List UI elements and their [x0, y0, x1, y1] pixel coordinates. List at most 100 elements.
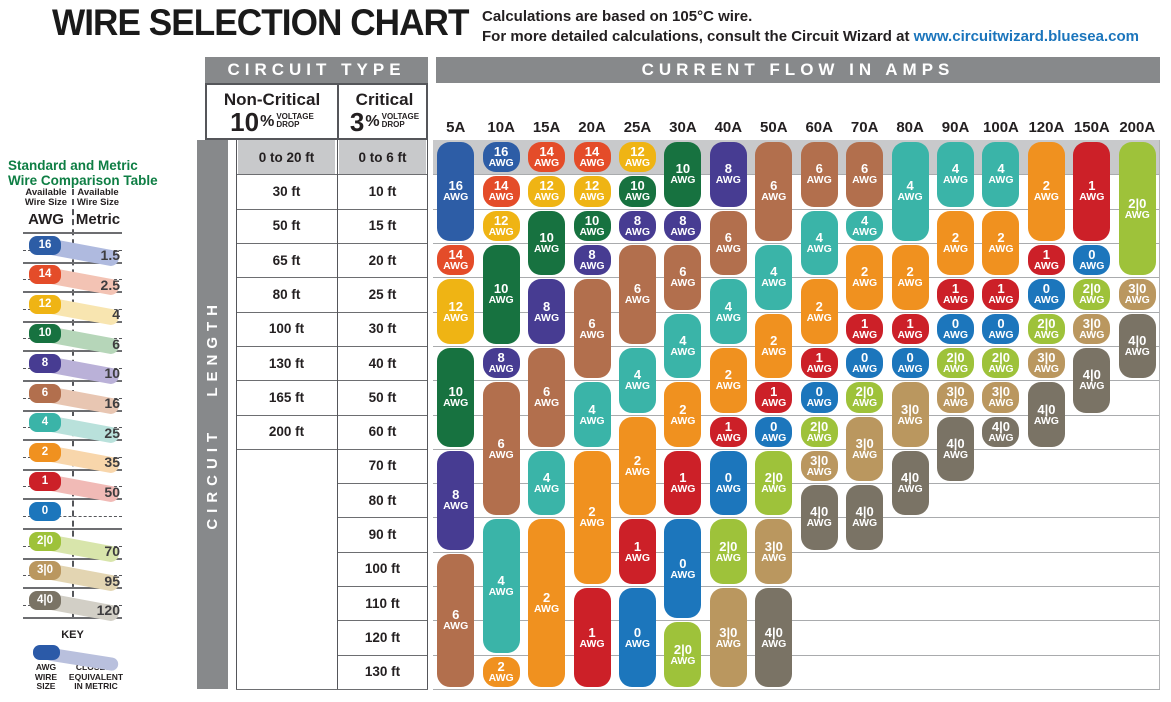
pill-awg-unit: AWG: [988, 363, 1014, 376]
pill-gauge: 0: [770, 418, 778, 434]
pill-gauge: 10: [448, 384, 463, 400]
pill-gauge: 0: [1088, 247, 1096, 263]
pill-gauge: 2|0: [673, 641, 692, 657]
wire-pill-80A-0awg: 0 AWG: [891, 347, 929, 379]
pill-gauge: 10: [493, 281, 509, 297]
pill-awg-unit: AWG: [942, 328, 969, 341]
comparison-awg-pill-200: 2|0: [29, 531, 61, 551]
wire-gauge-grid: 16 AWG 14 AWG 12 AWG 10 AWG 8 AWG 6 AWG 16 AWG 14 AWG 12…: [433, 140, 1160, 690]
pill-gauge: 0: [861, 350, 869, 366]
voltage-drop-caption: VOLTAGE DROP: [381, 112, 420, 129]
pill-awg-unit: AWG: [761, 397, 787, 410]
length-noncritical: 165 ft: [268, 389, 305, 405]
pill-gauge: 2: [906, 264, 914, 280]
pill-gauge: 12: [448, 298, 463, 314]
pill-awg-unit: AWG: [806, 174, 832, 187]
wire-pill-25A-4awg: 4 AWG: [618, 347, 656, 413]
comparison-row-line: [23, 468, 122, 471]
pill-awg-unit: AWG: [488, 671, 514, 684]
critical-label: Critical: [355, 90, 414, 109]
pill-awg-unit: AWG: [443, 260, 469, 273]
pill-awg-unit: AWG: [670, 654, 696, 667]
pill-gauge: 4: [951, 161, 960, 177]
pill-gauge: 0: [633, 624, 642, 640]
length-critical: 30 ft: [368, 321, 397, 337]
wire-pill-90A-1awg: 1 AWG: [937, 279, 975, 310]
subtitle: Calculations are based on 105°C wire. Fo…: [482, 7, 1139, 47]
pill-gauge: 4: [679, 332, 687, 348]
amp-grid-line: [433, 208, 1160, 210]
wire-pill-50A-4awg: 4 AWG: [755, 244, 793, 310]
pill-gauge: 1: [1088, 178, 1096, 194]
comparison-awg-pill-14: 14: [29, 265, 61, 285]
pill-gauge: 4|0: [991, 418, 1011, 434]
length-noncritical: 65 ft: [272, 252, 301, 268]
pill-awg-unit: AWG: [670, 174, 696, 187]
pill-awg-unit: AWG: [624, 157, 651, 170]
pill-awg-unit: AWG: [1124, 294, 1150, 307]
pill-gauge: 4: [815, 229, 823, 245]
wire-pill-15A-4awg: 4 AWG: [528, 450, 566, 516]
amp-label-30A: 30A: [669, 119, 697, 136]
pill-gauge: 1: [724, 418, 732, 434]
wire-pill-20A-1awg: 1 AWG: [573, 588, 611, 687]
length-critical: 80 ft: [368, 492, 397, 508]
comparison-awg-pill-10: 10: [29, 324, 61, 344]
length-grid-line: [236, 414, 428, 416]
pill-awg-unit: AWG: [852, 328, 878, 341]
length-grid-right-border: [427, 140, 428, 689]
comparison-row-dashed-line: [23, 515, 122, 517]
pill-gauge: 6: [770, 178, 778, 194]
length-grid-line: [337, 483, 428, 485]
wire-pill-40A-200awg: 2|0 AWG: [709, 519, 747, 585]
pill-gauge: 2: [724, 367, 732, 383]
wire-pill-40A-4awg: 4 AWG: [709, 279, 747, 344]
non-critical-percent: 10: [230, 107, 260, 137]
key-awg-caption: AWG WIRE SIZE: [34, 662, 58, 691]
pill-awg-unit: AWG: [579, 328, 605, 341]
amp-label-50A: 50A: [760, 119, 788, 136]
pill-gauge: 0: [906, 350, 914, 366]
current-flow-header: CURRENT FLOW IN AMPS: [436, 57, 1160, 83]
wire-pill-10A-14awg: 14 AWG: [482, 176, 520, 207]
pill-awg-unit: AWG: [1079, 191, 1105, 204]
circuit-length-grid: 0 to 20 ft 0 to 6 ft 30 ft 10 ft 50 ft 15 ft 6…: [236, 140, 428, 690]
wire-pill-150A-400awg: 4|0 AWG: [1073, 347, 1111, 413]
pill-awg-unit: AWG: [715, 311, 741, 324]
wire-pill-80A-1awg: 1 AWG: [891, 313, 929, 344]
pill-awg-unit: AWG: [806, 311, 832, 324]
wire-pill-25A-10awg: 10 AWG: [618, 176, 656, 207]
comparison-row-line: [23, 380, 122, 382]
pill-awg-unit: AWG: [670, 345, 696, 358]
comparison-awg-pill-8: 8: [29, 353, 61, 373]
comparison-row-line: [23, 557, 122, 560]
wire-pill-80A-2awg: 2 AWG: [891, 244, 929, 310]
pill-awg-unit: AWG: [715, 242, 741, 255]
circuit-wizard-link[interactable]: www.circuitwizard.bluesea.com: [913, 28, 1139, 45]
comparison-awg-pill-16: 16: [29, 235, 61, 255]
pill-gauge: 4: [497, 573, 505, 589]
amp-column-10A: 16 AWG 14 AWG 12 AWG 10 AWG 8 AWG 6 AWG 4 AWG 2 AWG: [478, 140, 523, 689]
wire-pill-20A-8awg: 8 AWG: [573, 244, 611, 276]
length-grid-left-border: [236, 140, 237, 689]
pill-gauge: 0: [1042, 281, 1051, 297]
pill-awg-unit: AWG: [806, 363, 832, 376]
length-critical: 120 ft: [364, 630, 401, 646]
length-grid-line: [236, 689, 428, 690]
pill-gauge: 4: [542, 470, 551, 486]
comparison-row-line: [23, 261, 122, 264]
pill-gauge: 2|0: [855, 384, 874, 400]
circuit-type-box: Non-Critical 10 % VOLTAGE DROP Critical …: [205, 83, 428, 140]
comparison-metric-value: 2.5: [100, 276, 120, 293]
pill-awg-unit: AWG: [488, 586, 514, 599]
pill-awg-unit: AWG: [579, 191, 605, 204]
pill-awg-unit: AWG: [988, 397, 1014, 410]
length-noncritical: 0 to 20 ft: [258, 149, 315, 165]
pill-gauge: 1: [633, 538, 642, 554]
pill-awg-unit: AWG: [488, 157, 514, 170]
pill-gauge: 0: [679, 555, 687, 571]
pill-gauge: 6: [724, 229, 732, 245]
wire-pill-50A-1awg: 1 AWG: [755, 382, 793, 413]
length-grid-line: [337, 620, 428, 622]
non-critical-cell: Non-Critical 10 % VOLTAGE DROP: [207, 85, 337, 138]
